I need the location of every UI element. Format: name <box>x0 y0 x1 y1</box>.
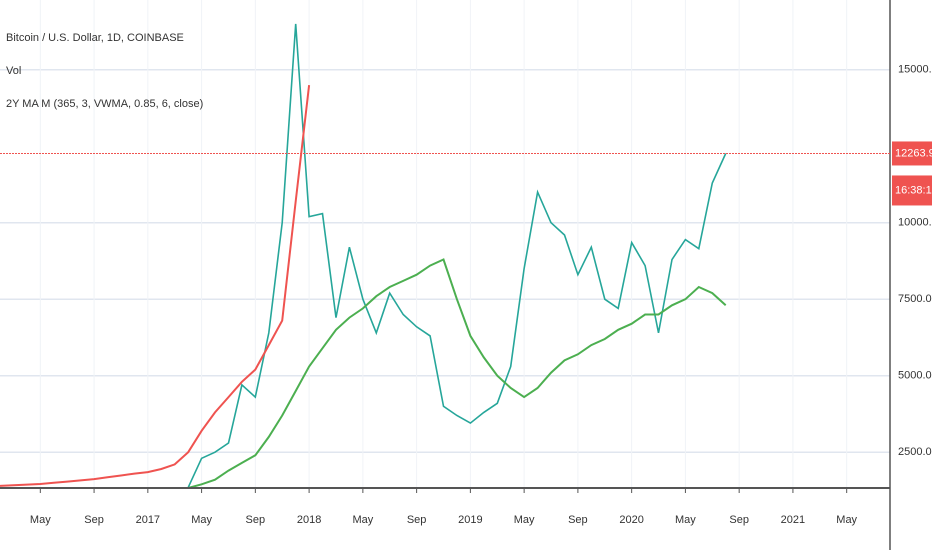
series-line <box>187 258 727 488</box>
x-tick-label: 2019 <box>458 514 482 526</box>
x-tick-label: May <box>675 514 696 526</box>
price-label: 12263.93 <box>895 147 932 159</box>
y-tick-label: 7500.00 <box>898 293 932 305</box>
x-tick-label: May <box>836 514 857 526</box>
x-tick-label: Sep <box>84 514 104 526</box>
x-tick-label: Sep <box>407 514 427 526</box>
countdown: 16:38:14 <box>895 184 932 196</box>
plot <box>0 23 727 488</box>
x-tick-label: May <box>514 514 535 526</box>
y-tick-label: 5000.00 <box>898 370 932 382</box>
countdown-bg <box>892 175 932 206</box>
y-tick-label: 15000.00 <box>898 64 932 76</box>
y-tick-label: 2500.00 <box>898 446 932 458</box>
legend-line: Vol <box>6 65 21 77</box>
series-line <box>0 84 311 487</box>
y-tick-label: 10000.00 <box>898 217 932 229</box>
x-tick-label: Sep <box>729 514 749 526</box>
grid <box>0 0 890 488</box>
x-tick-label: May <box>352 514 373 526</box>
x-tick-label: May <box>191 514 212 526</box>
legend-line: 2Y MA M (365, 3, VWMA, 0.85, 6, close) <box>6 98 203 110</box>
legend-line: Bitcoin / U.S. Dollar, 1D, COINBASE <box>6 32 184 44</box>
x-tick-label: 2018 <box>297 514 321 526</box>
price-label-bg <box>892 141 932 166</box>
x-tick-label: Sep <box>568 514 588 526</box>
x-tick-label: 2017 <box>136 514 160 526</box>
x-tick-label: May <box>30 514 51 526</box>
x-tick-label: 2020 <box>619 514 643 526</box>
series-line <box>187 23 727 488</box>
x-tick-label: 2021 <box>781 514 805 526</box>
x-tick-label: Sep <box>246 514 266 526</box>
